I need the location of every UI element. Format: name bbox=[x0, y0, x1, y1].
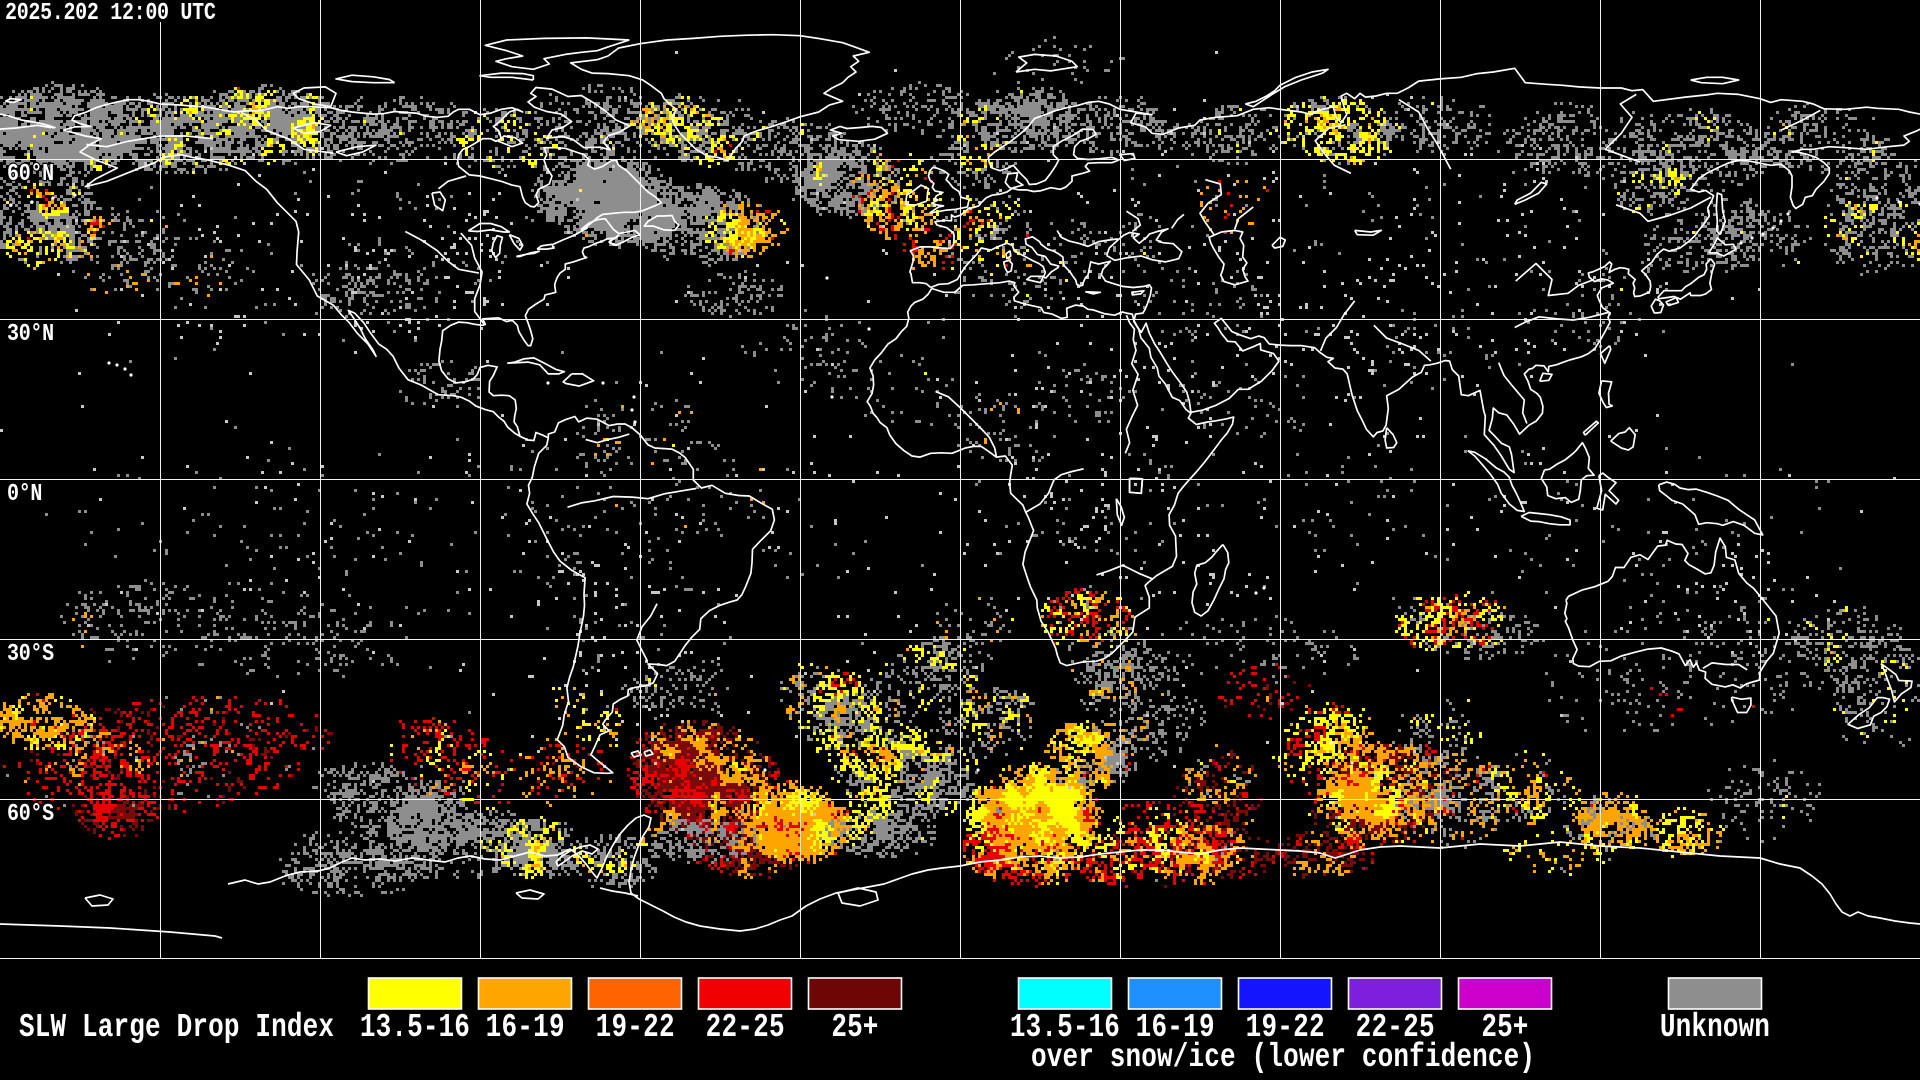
svg-text:16-19: 16-19 bbox=[486, 1008, 565, 1046]
svg-text:25+: 25+ bbox=[831, 1008, 878, 1046]
svg-text:2025.202 12:00 UTC: 2025.202 12:00 UTC bbox=[5, 0, 216, 27]
svg-text:22-25: 22-25 bbox=[706, 1008, 785, 1046]
svg-text:22-25: 22-25 bbox=[1356, 1008, 1435, 1046]
svg-text:19-22: 19-22 bbox=[1246, 1008, 1325, 1046]
svg-text:60°N: 60°N bbox=[7, 160, 54, 187]
svg-text:SLW Large Drop Index: SLW Large Drop Index bbox=[19, 1008, 334, 1046]
svg-text:16-19: 16-19 bbox=[1136, 1008, 1215, 1046]
svg-text:19-22: 19-22 bbox=[596, 1008, 675, 1046]
svg-text:Unknown: Unknown bbox=[1660, 1008, 1770, 1046]
svg-text:13.5-16: 13.5-16 bbox=[1010, 1008, 1120, 1046]
svg-text:over snow/ice (lower confidenc: over snow/ice (lower confidence) bbox=[1031, 1038, 1535, 1076]
svg-text:25+: 25+ bbox=[1481, 1008, 1528, 1046]
svg-text:30°S: 30°S bbox=[7, 640, 54, 667]
svg-text:13.5-16: 13.5-16 bbox=[360, 1008, 470, 1046]
svg-text:0°N: 0°N bbox=[7, 480, 42, 507]
svg-text:30°N: 30°N bbox=[7, 320, 54, 347]
svg-text:60°S: 60°S bbox=[7, 800, 54, 827]
